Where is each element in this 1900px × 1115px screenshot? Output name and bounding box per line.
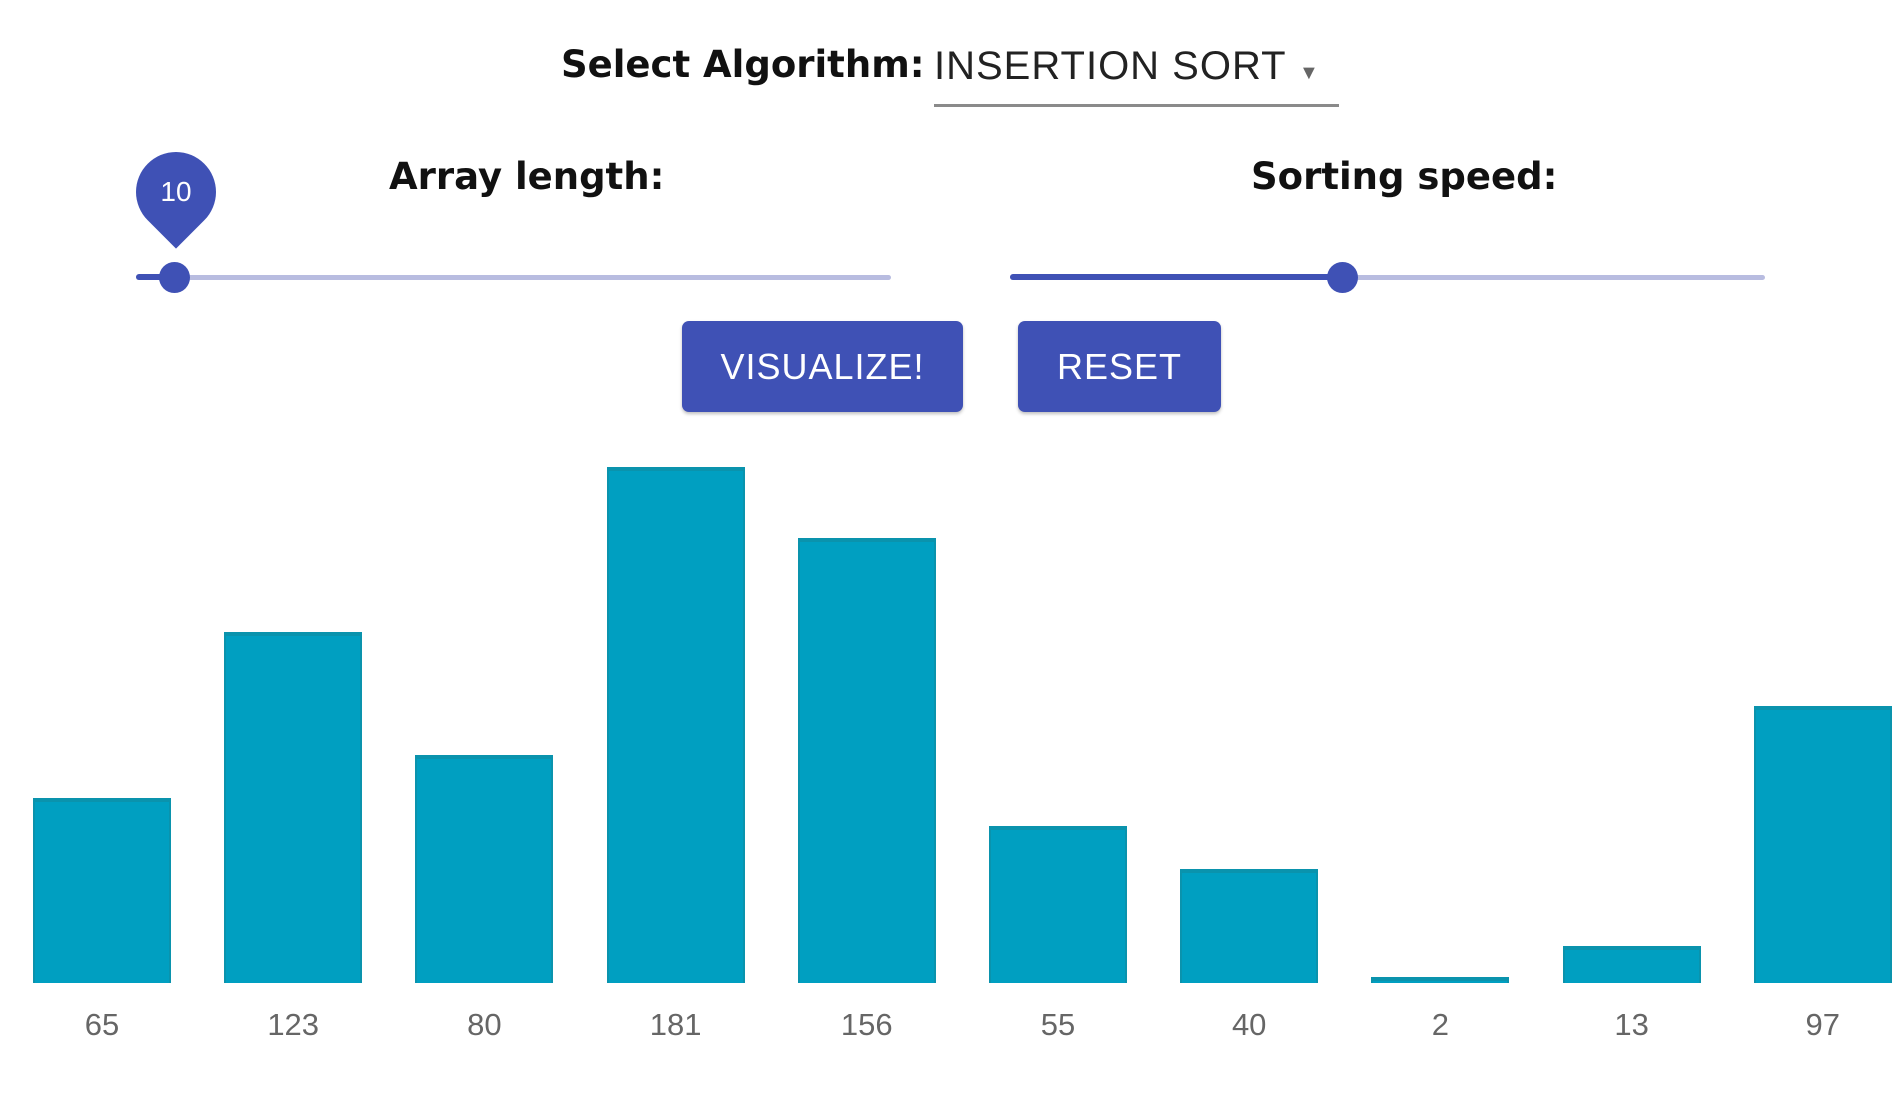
array-bar-label: 97 bbox=[1805, 1007, 1841, 1042]
array-length-slider[interactable] bbox=[136, 262, 891, 293]
sorting-speed-slider-track bbox=[1010, 275, 1765, 280]
array-length-slider-fill bbox=[136, 274, 174, 280]
array-length-slider-track bbox=[136, 275, 891, 280]
array-bar-label: 55 bbox=[1040, 1007, 1076, 1042]
array-bar-label: 2 bbox=[1431, 1007, 1450, 1042]
array-bar-label: 181 bbox=[649, 1007, 702, 1042]
array-bar bbox=[415, 754, 554, 983]
sorting-speed-slider[interactable] bbox=[1010, 262, 1765, 293]
algorithm-label: Select Algorithm: bbox=[561, 43, 925, 86]
array-length-value: 10 bbox=[160, 176, 192, 207]
array-bar bbox=[989, 826, 1127, 983]
array-bar bbox=[33, 797, 171, 983]
array-bar-label: 80 bbox=[467, 1007, 502, 1042]
array-bar-label: 156 bbox=[840, 1007, 893, 1042]
array-bar bbox=[224, 632, 363, 983]
array-length-slider-thumb[interactable] bbox=[158, 262, 190, 293]
sorting-speed-slider-fill bbox=[1010, 274, 1343, 280]
array-bar-label: 13 bbox=[1614, 1007, 1649, 1042]
sorting-speed-label: Sorting speed: bbox=[1251, 155, 1558, 198]
array-bar-label: 40 bbox=[1231, 1007, 1267, 1042]
array-bar bbox=[797, 538, 936, 983]
array-bar bbox=[1753, 706, 1892, 983]
array-bar-label: 123 bbox=[267, 1007, 320, 1042]
array-bar-label: 65 bbox=[84, 1007, 120, 1042]
chevron-down-icon: ▼ bbox=[1299, 62, 1319, 84]
sorting-speed-slider-thumb[interactable] bbox=[1327, 262, 1359, 293]
visualize-button[interactable]: VISUALIZE! bbox=[682, 321, 963, 412]
algorithm-select[interactable]: INSERTION SORT ▼ bbox=[934, 40, 1339, 107]
array-length-label: Array length: bbox=[389, 155, 665, 198]
array-bar bbox=[606, 467, 745, 983]
array-bar bbox=[1562, 945, 1701, 983]
reset-button[interactable]: RESET bbox=[1018, 321, 1221, 412]
array-bar bbox=[1371, 977, 1510, 983]
algorithm-select-value: INSERTION SORT bbox=[934, 44, 1287, 88]
array-bar bbox=[1180, 868, 1319, 983]
